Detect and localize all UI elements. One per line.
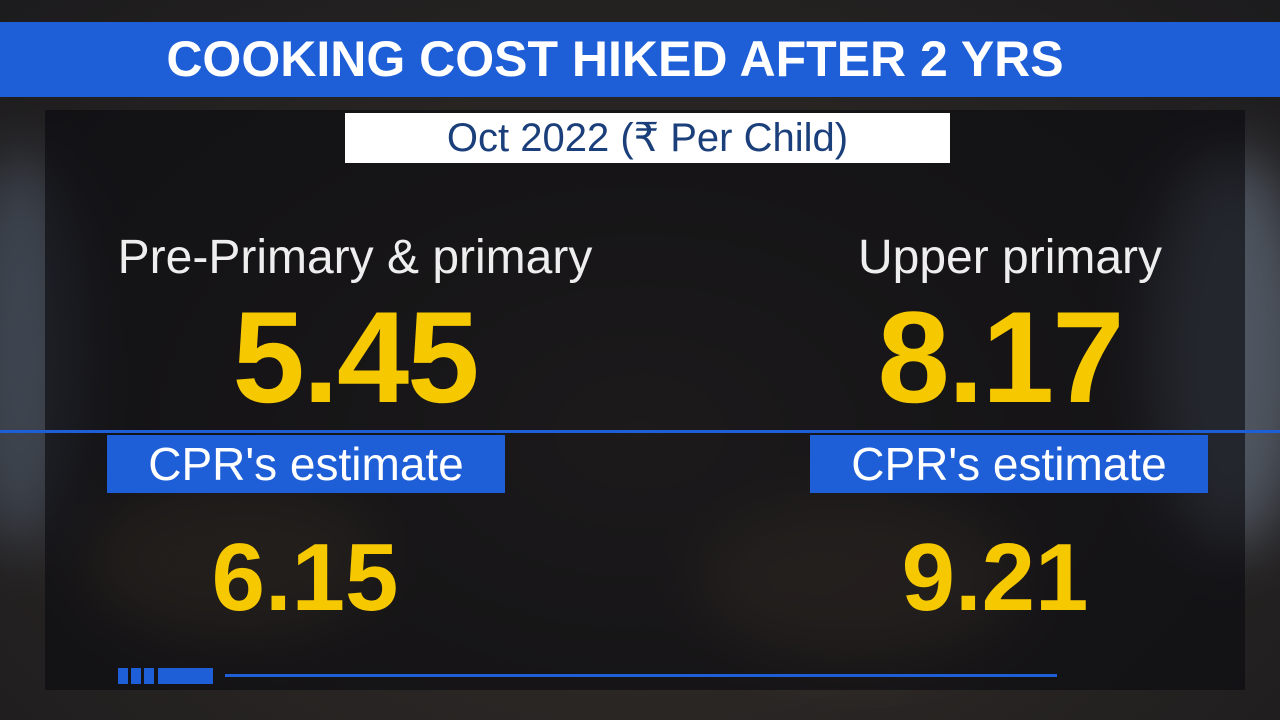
estimate-label: CPR's estimate <box>810 435 1208 493</box>
category-label: Pre-Primary & primary <box>117 231 593 284</box>
value: 8.17 <box>877 284 1124 430</box>
title-banner <box>0 22 1280 97</box>
panel <box>45 110 1245 690</box>
estimate-label: CPR's estimate <box>107 435 505 493</box>
decoration <box>158 668 213 684</box>
value: 5.45 <box>232 284 479 430</box>
decoration <box>131 668 141 684</box>
estimate-value: 6.15 <box>211 524 399 631</box>
subtitle: Oct 2022 (₹ Per Child) <box>345 113 950 163</box>
decoration <box>118 668 128 684</box>
divider <box>0 430 1280 433</box>
decoration <box>225 674 1057 677</box>
title: COOKING COST HIKED AFTER 2 YRS <box>166 31 1064 87</box>
decoration <box>144 668 154 684</box>
category-label: Upper primary <box>857 231 1163 284</box>
estimate-value: 9.21 <box>901 524 1089 631</box>
